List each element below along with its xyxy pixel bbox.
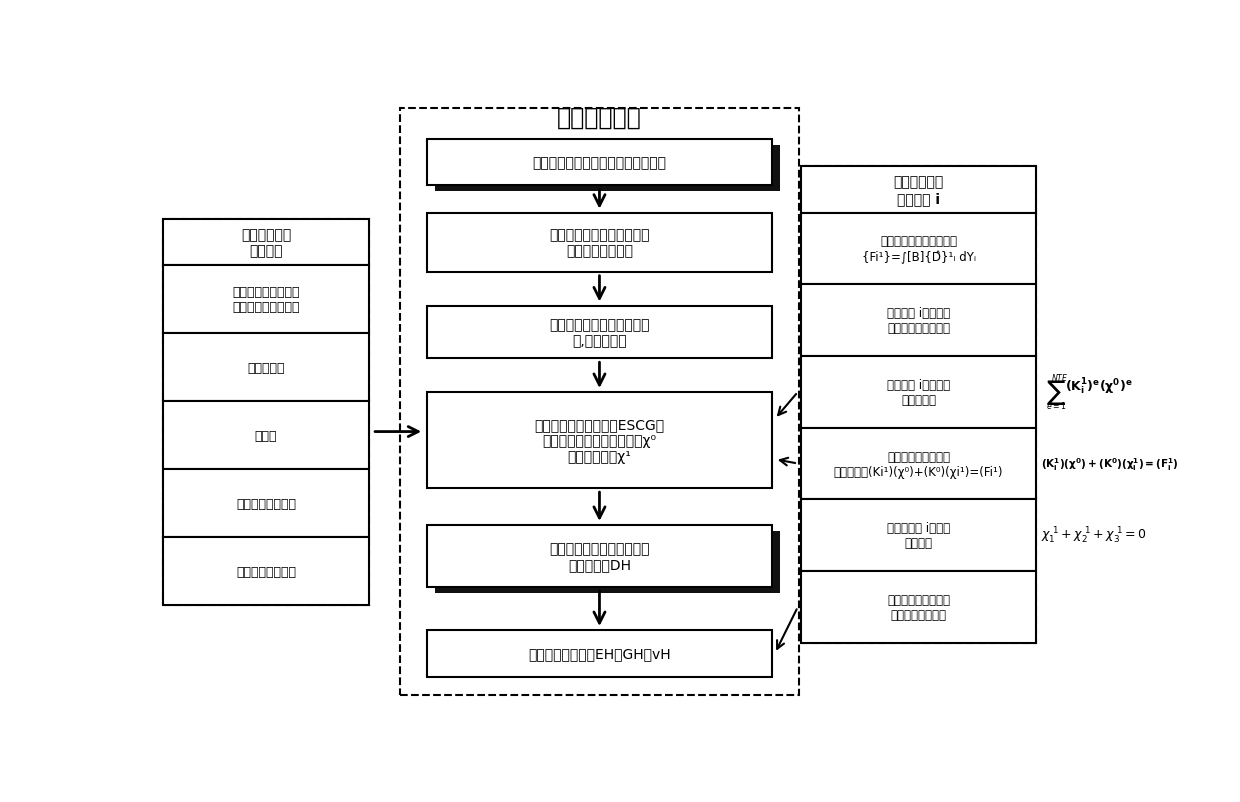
Bar [162, 266, 370, 334]
Bar [427, 393, 773, 488]
Text: 主程序流程图: 主程序流程图 [557, 106, 641, 130]
Bar [427, 306, 773, 358]
Text: 集成总体刚度阵、采用ESCG求
解器计算特征位移的零阶项χ⁰
和一阶摄动项χ¹: 集成总体刚度阵、采用ESCG求 解器计算特征位移的零阶项χ⁰ 和一阶摄动项χ¹ [534, 417, 665, 464]
Bar [801, 285, 1037, 357]
Text: 计算宏观弹性矩阵零阶项和
一阶摄动项DH: 计算宏观弹性矩阵零阶项和 一阶摄动项DH [549, 541, 650, 571]
Bar [427, 525, 773, 587]
Bar [801, 571, 1037, 642]
Text: 判断不同材料
属性子域 i: 判断不同材料 属性子域 i [893, 176, 944, 205]
Text: 形成载荷矩阵一阶摄动项
{Fi¹}=∫[B]{D̂}¹ᵢ dYᵢ: 形成载荷矩阵一阶摄动项 {Fi¹}=∫[B]{D̂}¹ᵢ dYᵢ [862, 235, 976, 264]
Text: 形成关于一阶摄动项
有限元方程(Ki¹)(χ⁰)+(K⁰)(χi¹)=(Fi¹): 形成关于一阶摄动项 有限元方程(Ki¹)(χ⁰)+(K⁰)(χi¹)=(Fi¹) [833, 450, 1003, 478]
Text: 形函数: 形函数 [254, 429, 278, 443]
Text: 宏观刚度矩阵求逆、
化简求得工程常数: 宏观刚度矩阵求逆、 化简求得工程常数 [887, 593, 950, 621]
Bar [435, 146, 780, 192]
Bar [162, 334, 370, 402]
Bar [162, 402, 370, 470]
Bar [801, 500, 1037, 571]
Text: 整理等效工程常数EH、GH、vH: 整理等效工程常数EH、GH、vH [528, 646, 671, 661]
Text: $\mathbf{(K_i^1)^e(\chi^0)^e}$: $\mathbf{(K_i^1)^e(\chi^0)^e}$ [1065, 376, 1133, 396]
Text: $\sum$: $\sum$ [1045, 378, 1066, 407]
Bar [427, 140, 773, 186]
Bar [162, 538, 370, 606]
Text: 矩阵转换向量变量: 矩阵转换向量变量 [236, 565, 296, 578]
Text: ${}^{NTE}$: ${}^{NTE}$ [1050, 374, 1068, 384]
Text: 形成子域 i刚度矩阵
并计算单元高斯积分: 形成子域 i刚度矩阵 并计算单元高斯积分 [887, 307, 950, 335]
Bar [401, 108, 799, 695]
Text: 应变位移关系矩阵: 应变位移关系矩阵 [236, 497, 296, 510]
Bar [162, 470, 370, 538]
Bar [427, 630, 773, 677]
Bar [162, 220, 370, 266]
Bar [427, 213, 773, 272]
Text: 关于子域 i单元集成
一阶摄动项: 关于子域 i单元集成 一阶摄动项 [887, 379, 950, 407]
Text: 子程序中数据
公用申明: 子程序中数据 公用申明 [241, 228, 291, 258]
Text: 高斯积分点: 高斯积分点 [247, 362, 285, 375]
Text: 前处理、用户输入数据格式文件转换: 前处理、用户输入数据格式文件转换 [532, 156, 666, 169]
Text: 形成单元刚度矩阵一阶摄动
项,和载荷矩阵: 形成单元刚度矩阵一阶摄动 项,和载荷矩阵 [549, 318, 650, 347]
Bar [801, 168, 1037, 213]
Bar [162, 220, 370, 606]
Bar [801, 168, 1037, 642]
Text: 求解各子域 i特征位
移并验证: 求解各子域 i特征位 移并验证 [887, 521, 950, 549]
Text: $\mathbf{(K_i^1)(\chi^0)+(K^0)(\chi_i^1)=(F_i^1)}$: $\mathbf{(K_i^1)(\chi^0)+(K^0)(\chi_i^1)… [1042, 456, 1179, 472]
Text: 用户输入、输出接口
格式、变量数据类型: 用户输入、输出接口 格式、变量数据类型 [232, 286, 300, 314]
Bar [435, 532, 780, 593]
Text: ${}_{e=1}$: ${}_{e=1}$ [1045, 399, 1066, 412]
Text: 形成形函数、应变位移关系
矩阵、单元刚度阵: 形成形函数、应变位移关系 矩阵、单元刚度阵 [549, 228, 650, 258]
Bar [801, 213, 1037, 285]
Bar [801, 357, 1037, 428]
Bar [801, 428, 1037, 500]
Text: $\chi_1^{\ 1}+\chi_2^{\ 1}+\chi_3^{\ 1}=0$: $\chi_1^{\ 1}+\chi_2^{\ 1}+\chi_3^{\ 1}=… [1042, 525, 1147, 545]
